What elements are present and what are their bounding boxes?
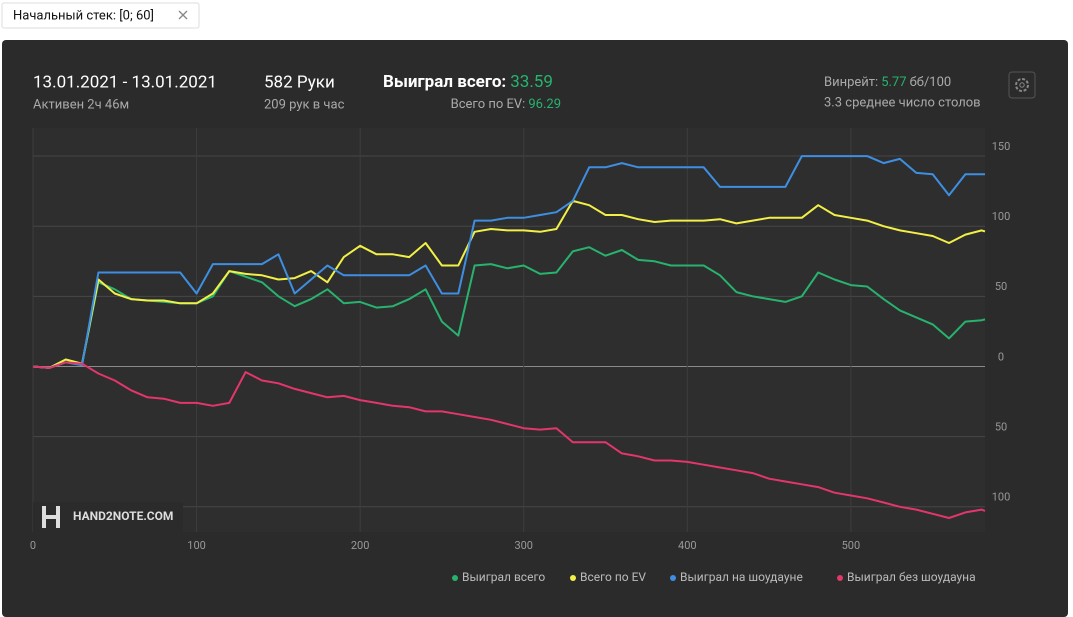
legend-label: Выиграл на шоудауне xyxy=(680,570,803,584)
winrate-label: Винрейт: xyxy=(824,75,878,90)
won-value: 33.59 xyxy=(510,72,553,92)
y-tick-label: 50 xyxy=(995,421,1007,434)
filter-tab[interactable] xyxy=(1,2,200,29)
winrate-value: 5.77 xyxy=(881,75,906,90)
series-line xyxy=(32,361,986,519)
x-tick-label: 0 xyxy=(30,539,36,552)
series-line xyxy=(32,199,986,369)
active-time: Активен 2ч 46м xyxy=(33,97,129,112)
y-tick-label: 0 xyxy=(998,350,1004,363)
y-tick-label: 150 xyxy=(992,140,1011,153)
legend-marker xyxy=(837,575,843,581)
hands: 582 Руки xyxy=(264,72,335,92)
series-line xyxy=(32,155,985,369)
legend-label: Всего по EV xyxy=(580,570,646,584)
ev-total: Всего по EV: 96.29 xyxy=(451,97,561,112)
x-tick-label: 100 xyxy=(187,539,206,552)
tables: 3.3 среднее число столов xyxy=(824,95,981,110)
watermark-text: HAND2NOTE.COM xyxy=(73,509,173,523)
plot-area xyxy=(33,128,985,532)
watermark xyxy=(33,502,183,532)
legend-marker xyxy=(670,575,676,581)
x-tick-label: 200 xyxy=(351,539,370,552)
legend-marker xyxy=(570,575,576,581)
winrate: Винрейт: 5.77 бб/100 xyxy=(824,75,951,90)
x-tick-label: 400 xyxy=(678,539,697,552)
won-total: Выиграл всего: 33.59 xyxy=(383,72,553,92)
legend-label: Выиграл всего xyxy=(462,570,545,584)
legend-marker xyxy=(452,575,458,581)
y-tick-label: 100 xyxy=(992,491,1011,504)
ev-value: 96.29 xyxy=(528,97,561,112)
settings-button[interactable] xyxy=(1008,71,1036,99)
won-label: Выиграл всего: xyxy=(383,72,506,92)
close-icon[interactable] xyxy=(178,10,188,20)
legend-label: Выиграл без шоудауна xyxy=(847,570,976,584)
x-tick-label: 300 xyxy=(514,539,533,552)
hands-per-hour: 209 рук в час xyxy=(264,97,345,112)
winrate-unit: бб/100 xyxy=(910,75,952,90)
filter-label: Начальный стек: [0; 60] xyxy=(13,8,154,23)
y-tick-label: 50 xyxy=(995,280,1007,293)
date-range: 13.01.2021 - 13.01.2021 xyxy=(33,72,217,92)
ev-label: Всего по EV: xyxy=(451,97,526,112)
y-tick-label: 100 xyxy=(992,210,1011,223)
x-tick-label: 500 xyxy=(842,539,861,552)
